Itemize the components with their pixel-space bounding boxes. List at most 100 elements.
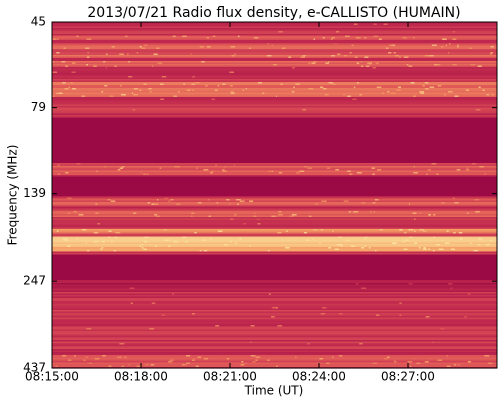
spectrogram-streak — [56, 38, 59, 41]
spectrogram-row — [52, 329, 497, 332]
spectrogram-streak — [250, 325, 255, 327]
spectrogram-streak — [367, 62, 373, 65]
spectrogram-streak — [144, 236, 149, 239]
spectrogram-row — [52, 205, 497, 207]
spectrogram-streak — [88, 362, 92, 365]
spectrogram-streak — [448, 283, 453, 285]
spectrogram-streak — [229, 85, 233, 87]
spectrogram-streak — [58, 92, 63, 95]
spectrogram-row — [52, 344, 497, 347]
spectrogram-row — [52, 88, 497, 90]
spectrogram-streak — [324, 94, 329, 96]
spectrogram-streak — [155, 245, 158, 248]
spectrogram-streak — [419, 212, 422, 215]
spectrogram-streak — [93, 232, 99, 234]
spectrogram-row — [52, 353, 497, 356]
spectrogram-row — [52, 229, 497, 231]
spectrogram-streak — [108, 365, 112, 368]
spectrogram-streak — [446, 365, 451, 368]
spectrogram-streak — [182, 35, 187, 38]
spectrogram-row — [52, 302, 497, 305]
spectrogram-streak — [372, 67, 377, 69]
spectrogram-row — [52, 22, 497, 24]
spectrogram-streak — [255, 356, 261, 359]
spectrogram-row — [52, 59, 497, 62]
spectrogram-row — [52, 335, 497, 338]
spectrogram-streak — [296, 172, 300, 174]
spectrogram-streak — [139, 89, 142, 92]
spectrogram-streak — [364, 56, 369, 59]
spectrogram-streak — [363, 238, 366, 240]
spectrogram-streak — [197, 356, 202, 359]
spectrogram-streak — [422, 85, 425, 87]
spectrogram-streak — [113, 250, 116, 252]
spectrogram-streak — [186, 89, 191, 92]
spectrogram-streak — [466, 212, 469, 215]
spectrogram-streak — [442, 38, 447, 41]
plot-frame — [51, 21, 498, 369]
spectrogram-streak — [408, 283, 413, 285]
spectrogram-streak — [96, 170, 98, 173]
spectrogram-streak — [128, 364, 130, 366]
spectrogram-streak — [398, 86, 402, 89]
spectrogram-streak — [391, 44, 396, 47]
spectrogram-row — [52, 322, 497, 324]
spectrogram-streak — [63, 47, 66, 50]
spectrogram-streak — [485, 244, 490, 246]
spectrogram-row — [52, 292, 497, 294]
spectrogram-streak — [195, 365, 199, 368]
x-tick-label: 08:18:00 — [114, 370, 168, 384]
spectrogram-row — [52, 191, 497, 194]
spectrogram-streak — [111, 46, 115, 48]
spectrogram-row — [52, 275, 497, 278]
spectrogram-row — [52, 362, 497, 365]
spectrogram-row — [52, 43, 497, 45]
spectrogram-row — [52, 122, 497, 125]
spectrogram-streak — [230, 218, 234, 221]
spectrogram-streak — [427, 169, 431, 171]
spectrogram-streak — [255, 359, 258, 362]
spectrogram-row — [52, 298, 497, 300]
spectrogram-row — [52, 259, 497, 261]
spectrogram-row — [52, 319, 497, 321]
spectrogram-streak — [413, 358, 416, 360]
spectrogram-row — [52, 106, 497, 108]
spectrogram-streak — [424, 55, 430, 57]
spectrogram-streak — [139, 245, 141, 248]
spectrogram-streak — [280, 83, 283, 86]
spectrogram-streak — [475, 211, 480, 213]
spectrogram-streak — [422, 248, 427, 251]
spectrogram-row — [52, 148, 497, 150]
spectrogram-streak — [215, 325, 220, 327]
spectrogram-streak — [291, 91, 295, 93]
spectrogram-streak — [194, 232, 197, 234]
spectrogram-row — [52, 187, 497, 189]
spectrogram-streak — [64, 88, 69, 90]
spectrogram-row — [52, 46, 497, 48]
spectrogram-streak — [67, 245, 71, 248]
spectrogram-row — [52, 70, 497, 72]
spectrogram-row — [52, 32, 497, 35]
spectrogram-row — [52, 74, 497, 77]
y-tick-label: 79 — [31, 100, 46, 114]
spectrogram-streak — [100, 248, 103, 251]
spectrogram-streak — [222, 170, 228, 173]
spectrogram-streak — [192, 76, 196, 78]
spectrogram-streak — [277, 214, 283, 216]
spectrogram-streak — [157, 199, 159, 201]
spectrogram-streak — [55, 365, 58, 368]
spectrogram-streak — [402, 241, 405, 243]
spectrogram-streak — [339, 313, 343, 315]
spectrogram-streak — [85, 47, 90, 50]
spectrogram-streak — [433, 214, 436, 216]
spectrogram-streak — [115, 232, 121, 234]
spectrogram-streak — [233, 214, 237, 216]
spectrogram-streak — [62, 238, 68, 240]
spectrogram-streak — [242, 89, 244, 92]
spectrogram-streak — [204, 250, 208, 252]
spectrogram-streak — [336, 244, 339, 246]
spectrogram-streak — [465, 169, 470, 171]
spectrogram-row — [52, 262, 497, 264]
spectrogram-streak — [95, 203, 98, 206]
spectrogram-streak — [141, 244, 144, 246]
